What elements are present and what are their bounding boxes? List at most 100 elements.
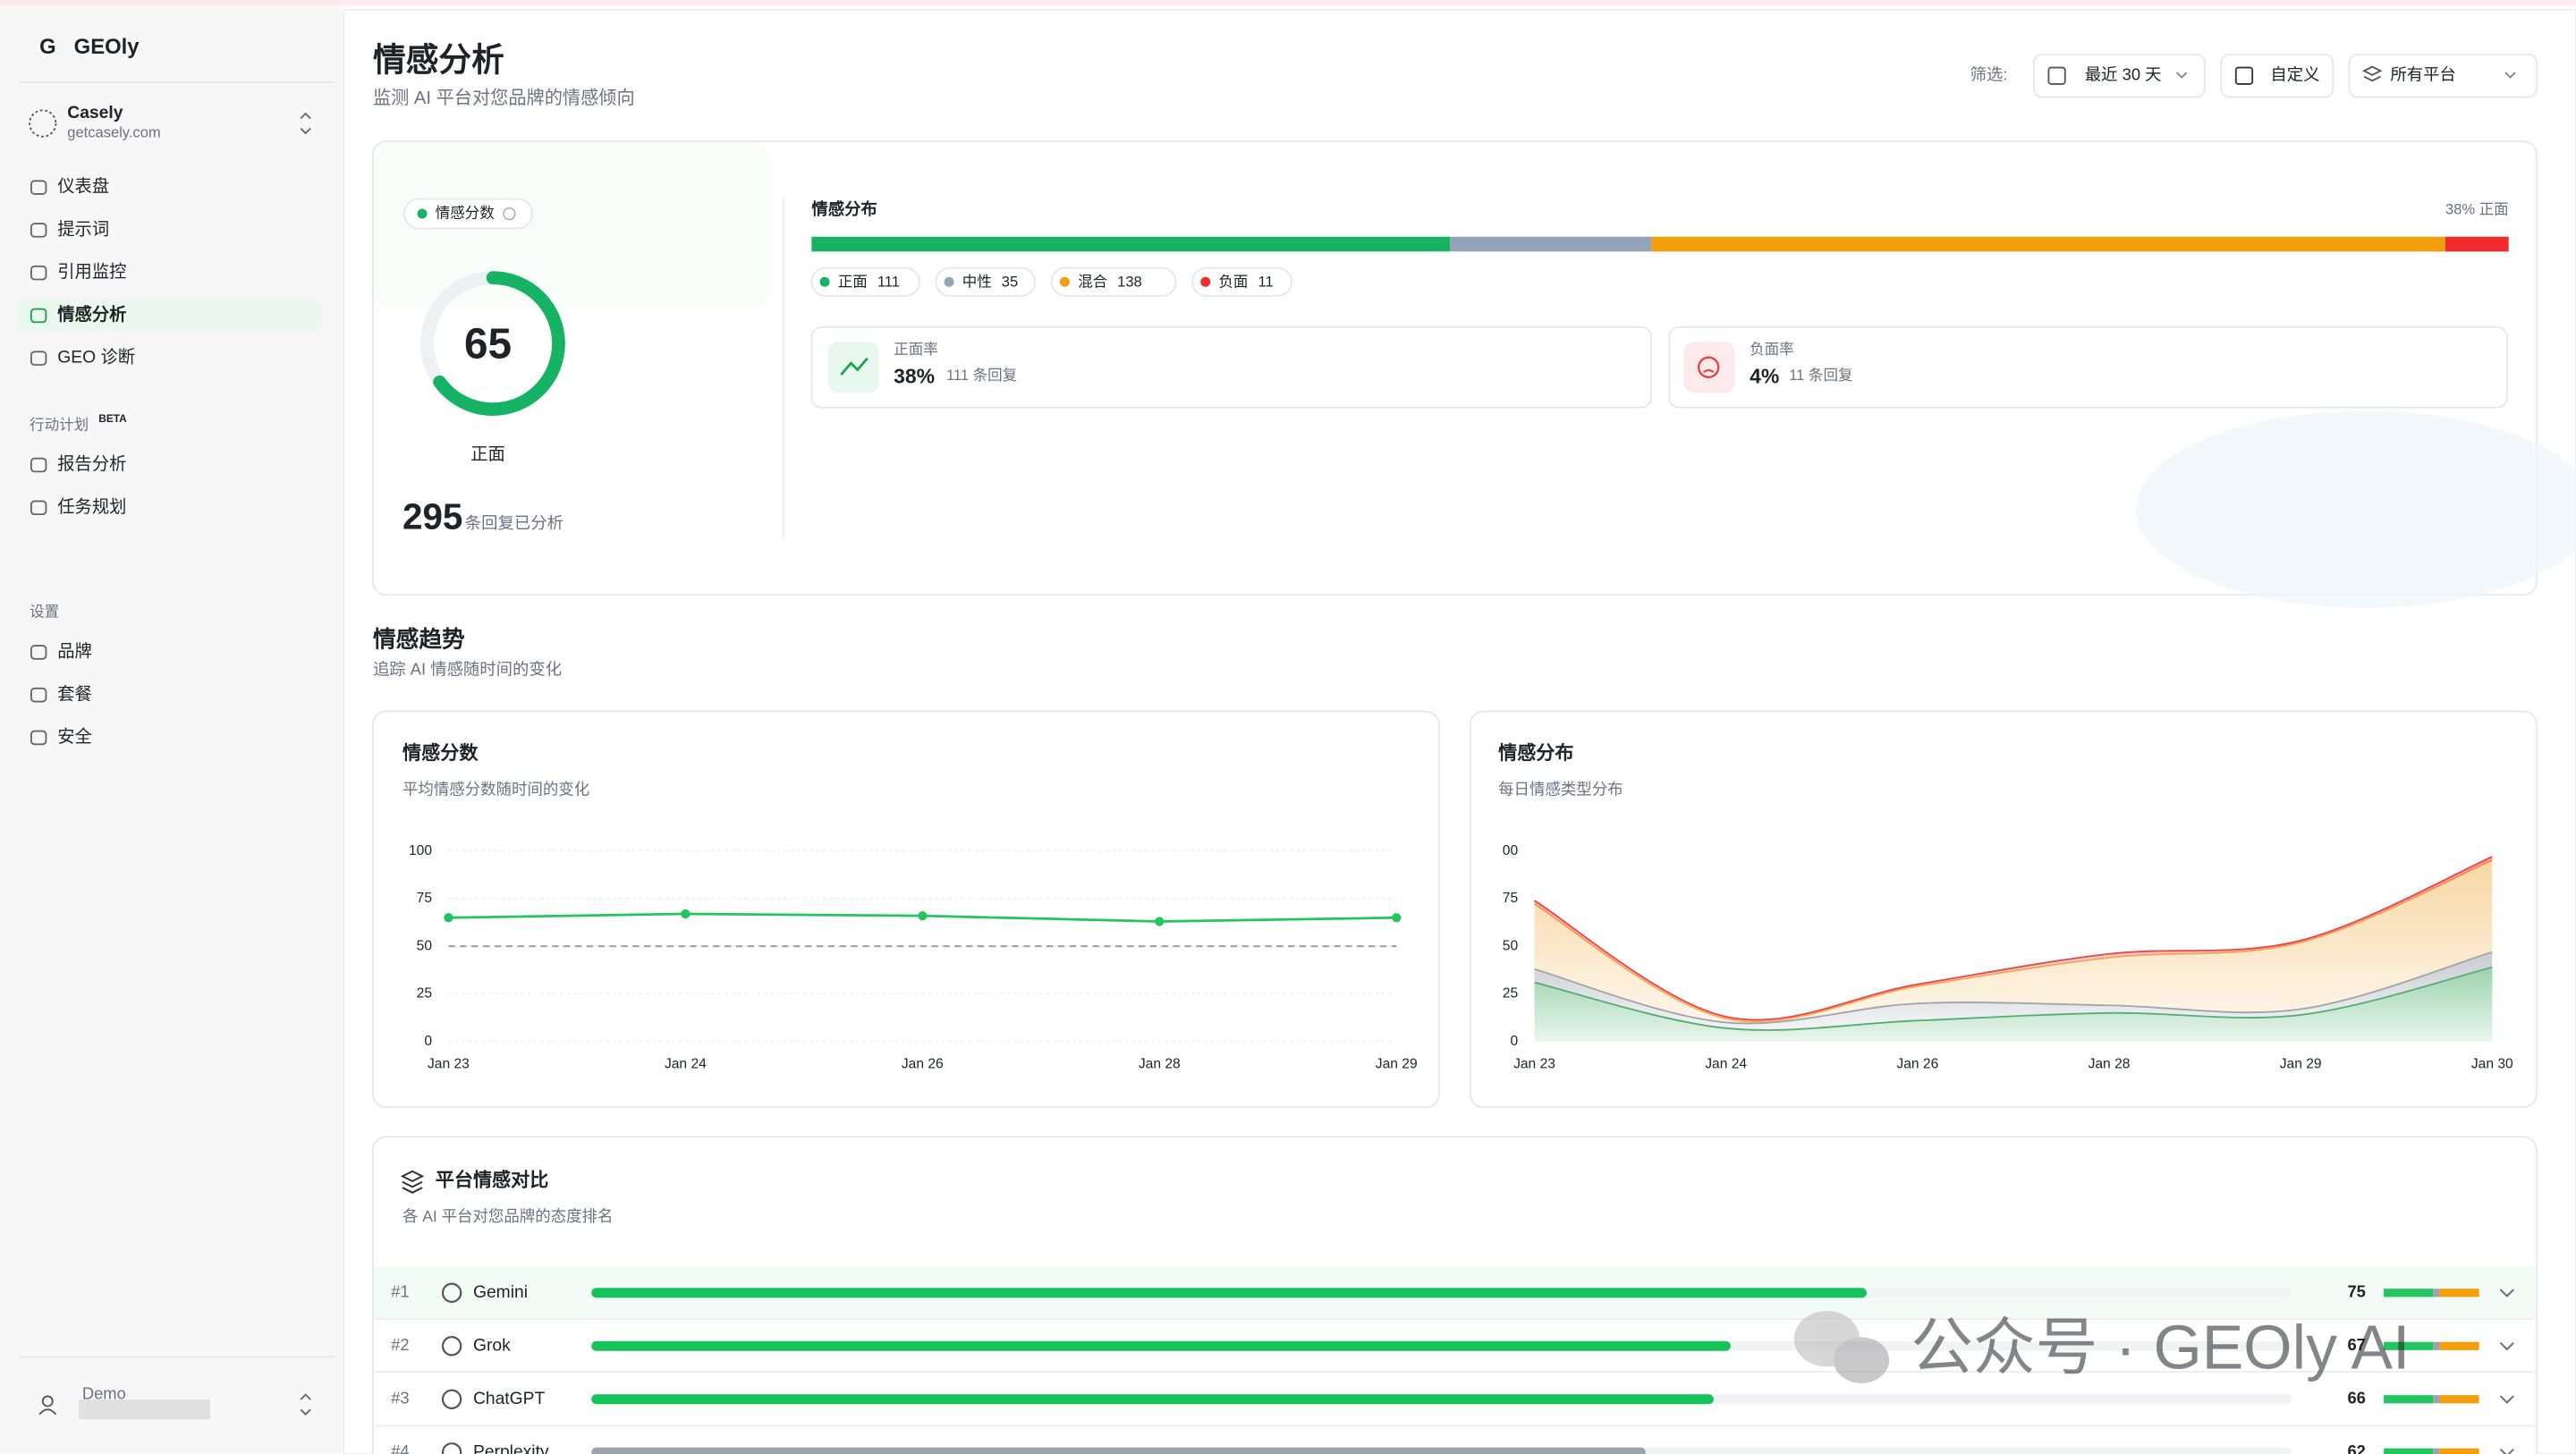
- mini-distribution: [2439, 1395, 2479, 1404]
- rank: #2: [391, 1335, 409, 1354]
- bar: [591, 1340, 1731, 1351]
- legend-dot: [1059, 276, 1070, 287]
- score-point: [1155, 917, 1165, 926]
- chart-subtitle: 平均情感分数随时间的变化: [402, 780, 589, 798]
- y-tick-label: 25: [417, 986, 433, 1002]
- rank: #4: [391, 1441, 409, 1454]
- legend-value: 111: [877, 274, 900, 291]
- page-title: 情感分析: [373, 42, 504, 79]
- rate-card: [1668, 325, 2508, 409]
- distribution-title: 情感分布: [811, 199, 877, 218]
- x-tick-label: Jan 23: [1513, 1057, 1555, 1072]
- nav-icon: [30, 687, 47, 703]
- rank: #3: [391, 1389, 409, 1408]
- platform-name: ChatGPT: [473, 1390, 546, 1408]
- section-title: 行动计划: [30, 416, 89, 433]
- mini-distribution: [2439, 1289, 2479, 1298]
- nav-item[interactable]: 品牌: [57, 642, 92, 662]
- row-chevron[interactable]: [2499, 1448, 2514, 1454]
- x-tick-label: Jan 30: [2471, 1057, 2513, 1072]
- sad-icon: [1702, 368, 1715, 374]
- x-tick-label: Jan 23: [428, 1057, 470, 1072]
- score: 62: [2347, 1441, 2365, 1454]
- nav-item[interactable]: 安全: [57, 727, 92, 747]
- nav-item[interactable]: 报告分析: [57, 454, 126, 474]
- score-pill: [402, 198, 534, 230]
- platform-name: Perplexity: [473, 1442, 549, 1454]
- switch-icon[interactable]: [300, 1393, 311, 1416]
- mini-distribution: [2384, 1341, 2434, 1350]
- legend-name: 中性: [962, 274, 992, 291]
- rate-label: 负面率: [1750, 341, 1794, 358]
- y-tick-label: 75: [417, 891, 433, 906]
- platform-name: Gemini: [473, 1283, 528, 1302]
- platform-select[interactable]: [2348, 53, 2538, 98]
- nav-item[interactable]: GEO 诊断: [57, 348, 135, 368]
- x-tick-label: Jan 28: [1139, 1057, 1181, 1072]
- nav-item[interactable]: 套餐: [57, 684, 92, 704]
- score: 75: [2347, 1282, 2365, 1301]
- legend-dot: [819, 276, 830, 287]
- distribution-segment: [2445, 236, 2509, 252]
- logo: G: [39, 35, 56, 59]
- mini-distribution: [2439, 1448, 2479, 1454]
- user-name[interactable]: Demo: [82, 1383, 126, 1402]
- y-tick-label: 50: [1503, 938, 1519, 953]
- row-chevron[interactable]: [2499, 1289, 2514, 1298]
- y-tick-label: 0: [424, 1034, 432, 1049]
- score: 66: [2347, 1389, 2365, 1408]
- legend-value: 11: [1258, 274, 1273, 291]
- area: [1534, 967, 2493, 1042]
- chart-title: 情感分数: [402, 741, 479, 764]
- account-avatar: [29, 109, 57, 138]
- beta-badge: BETA: [98, 412, 127, 425]
- platform-icon: [441, 1389, 462, 1409]
- legend-pill: [1191, 266, 1292, 297]
- legend-dot: [944, 276, 954, 287]
- nav-active: [16, 299, 323, 333]
- layers-icon: [2362, 65, 2383, 82]
- range-text[interactable]: 最近 30 天: [2085, 65, 2162, 84]
- nav-item[interactable]: 仪表盘: [57, 177, 109, 197]
- score-sentiment: 正面: [470, 445, 505, 464]
- legend-name: 正面: [838, 274, 868, 291]
- rate-count: 11 条回复: [1789, 367, 1852, 384]
- wechat-icon: [1833, 1337, 1890, 1383]
- account-domain: getcasely.com: [67, 123, 160, 140]
- row-chevron[interactable]: [2499, 1341, 2514, 1351]
- nav-item[interactable]: 任务规划: [57, 497, 126, 517]
- area: [1534, 951, 2493, 1030]
- nav-icon: [30, 351, 47, 366]
- custom-text[interactable]: 自定义: [2270, 65, 2319, 84]
- score-value: 65: [464, 320, 512, 368]
- mini-distribution: [2439, 1341, 2479, 1350]
- legend-name: 负面: [1218, 274, 1248, 291]
- page-subtitle: 监测 AI 平台对您品牌的情感倾向: [373, 88, 635, 108]
- user-icon: [38, 1408, 57, 1416]
- area: [1534, 860, 2493, 1024]
- nav-item[interactable]: 提示词: [57, 219, 109, 239]
- switch-icon[interactable]: [300, 112, 311, 135]
- mini-distribution: [2433, 1395, 2440, 1404]
- y-tick-label: 75: [1503, 891, 1519, 906]
- nav-item[interactable]: 引用监控: [57, 262, 126, 282]
- distribution-segment: [1450, 236, 1652, 252]
- platform-text[interactable]: 所有平台: [2390, 65, 2455, 84]
- pill-dot: [417, 208, 428, 219]
- nav-icon: [30, 500, 47, 516]
- x-tick-label: Jan 29: [2280, 1057, 2322, 1072]
- rate-count: 111 条回复: [946, 367, 1017, 384]
- legend-value: 35: [1002, 274, 1018, 291]
- account-name[interactable]: Casely: [67, 104, 123, 123]
- legend-name: 混合: [1078, 274, 1107, 291]
- chart-subtitle: 各 AI 平台对您品牌的态度排名: [402, 1207, 613, 1225]
- nav-item[interactable]: 情感分析: [57, 304, 126, 325]
- bar: [591, 1288, 1867, 1298]
- chart-title: 情感分布: [1498, 741, 1573, 764]
- custom-button[interactable]: [2220, 53, 2334, 98]
- row-chevron[interactable]: [2499, 1395, 2514, 1404]
- range-button[interactable]: [2032, 53, 2206, 98]
- chart-card: [372, 710, 1440, 1109]
